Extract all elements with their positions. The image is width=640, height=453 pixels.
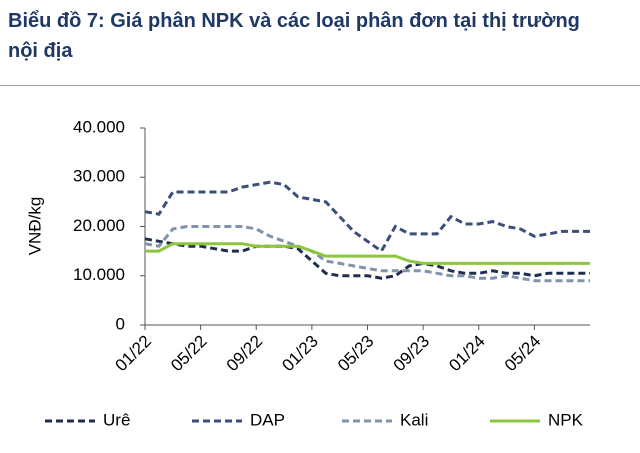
x-tick-label: 01/22	[111, 332, 155, 376]
x-tick-label: 01/24	[445, 332, 489, 376]
x-tick-label: 05/23	[334, 332, 378, 376]
legend-label: Kali	[400, 410, 428, 429]
chart-title: Biểu đồ 7: Giá phân NPK và các loại phân…	[8, 10, 580, 62]
legend-label: Urê	[103, 410, 130, 429]
x-tick-label: 01/23	[278, 332, 322, 376]
y-tick-label: 30.000	[73, 167, 125, 186]
x-tick-label: 05/22	[167, 332, 211, 376]
series-line	[144, 225, 590, 283]
y-axis-label: VNĐ/kg	[25, 197, 44, 256]
x-tick-label: 05/24	[501, 332, 545, 376]
y-tick-label: 10.000	[73, 265, 125, 284]
x-tick-label: 09/23	[390, 332, 434, 376]
y-tick-label: 0	[116, 314, 125, 333]
title-rule	[0, 85, 640, 86]
x-tick-label: 09/22	[223, 332, 267, 376]
series-line	[144, 180, 590, 254]
y-tick-label: 20.000	[73, 216, 125, 235]
series-line	[145, 242, 590, 265]
legend-label: NPK	[548, 410, 584, 429]
y-tick-label: 40.000	[73, 117, 125, 136]
series-line	[144, 237, 590, 280]
legend-label: DAP	[250, 410, 285, 429]
